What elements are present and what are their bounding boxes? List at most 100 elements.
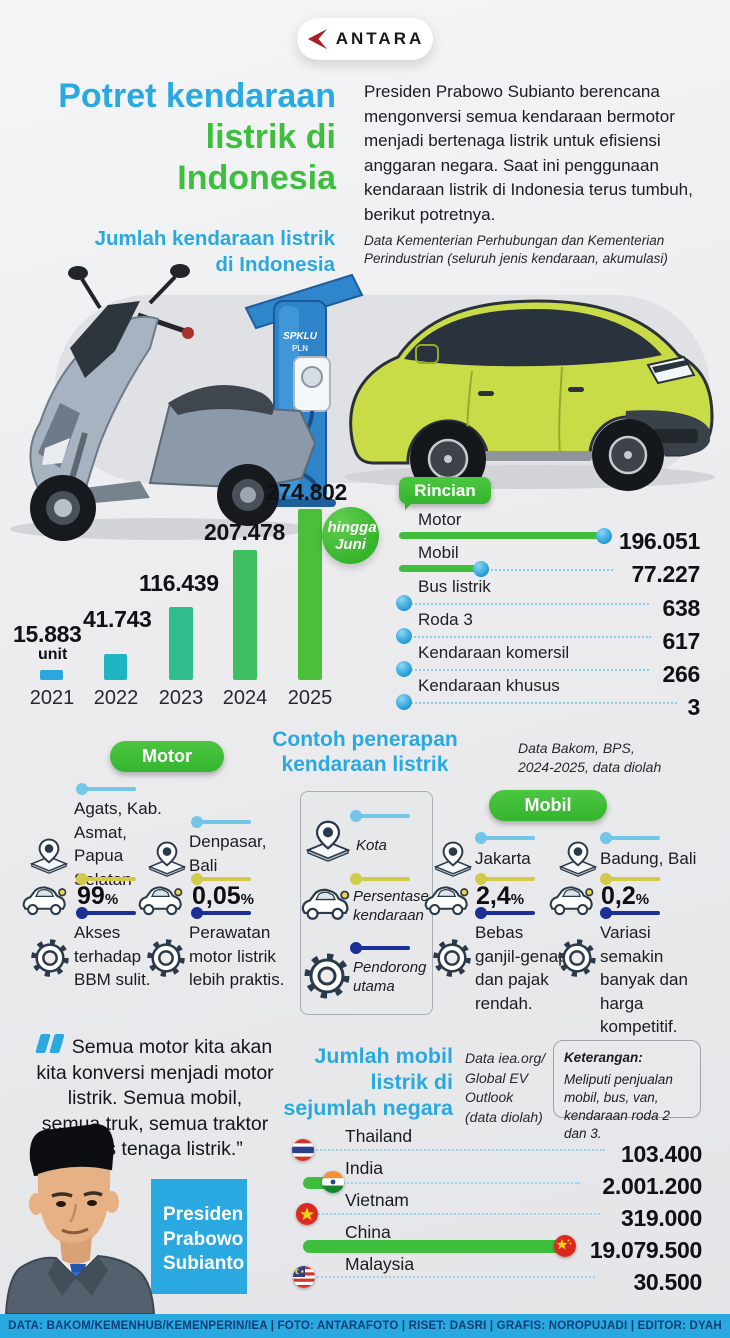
case-city-line	[600, 832, 660, 844]
mobil-pill: Mobil	[489, 790, 607, 821]
leader-line	[399, 569, 613, 571]
country-label: China	[345, 1222, 391, 1242]
value-bar	[399, 532, 604, 539]
rincian-row-komersil: Kendaraan komersil 266	[396, 638, 700, 687]
bar-2025	[298, 509, 322, 680]
country-label: Thailand	[345, 1126, 413, 1146]
credits-bar: DATA: BAKOM/KEMENHUB/KEMENPERIN/IEA | FO…	[0, 1314, 730, 1338]
china-flag-icon	[554, 1235, 576, 1257]
case-percent-line	[76, 873, 136, 885]
rincian-value: 77.227	[631, 561, 700, 587]
case-driver-line	[76, 907, 136, 919]
rincian-label: Mobil	[418, 543, 459, 562]
marker-dot	[396, 595, 412, 611]
legend-pendorong-label: Pendorong utama	[353, 959, 427, 995]
rincian-row-khusus: Kendaraan khusus 3	[396, 671, 700, 720]
rincian-label: Kendaraan khusus	[418, 676, 560, 695]
credits-text: DATA: BAKOM/KEMENHUB/KEMENPERIN/IEA | FO…	[8, 1320, 722, 1332]
rincian-row-mobil: Mobil 77.227	[399, 538, 700, 587]
electric-scooter-illustration	[29, 264, 317, 541]
examples-source-note: Data Bakom, BPS, 2024-2025, data diolah	[518, 740, 662, 775]
rincian-pill: Rincian	[399, 477, 491, 510]
case-city-line	[475, 832, 535, 844]
case-driver: Variasi semakin banyak dan harga kompeti…	[600, 923, 688, 1036]
leader-line	[305, 1149, 605, 1151]
case-city: Denpasar, Bali	[189, 832, 267, 875]
case-percent-line	[475, 873, 535, 885]
bar-value-2024: 207.478	[204, 519, 286, 545]
gear-icon	[304, 953, 350, 999]
case-driver-line	[600, 907, 660, 919]
marker-dot	[396, 661, 412, 677]
leader-line	[399, 669, 649, 671]
rincian-row-motor: Motor 196.051	[399, 505, 700, 554]
map-pin-icon	[306, 820, 350, 862]
legend-persentase-label: Persentase kendaraan	[353, 888, 429, 924]
country-value: 30.500	[633, 1269, 702, 1295]
map-pin-icon	[148, 841, 186, 877]
gear-icon	[433, 939, 471, 977]
case-city-line	[76, 783, 136, 795]
country-label: India	[345, 1158, 383, 1178]
case-city: Badung, Bali	[600, 849, 697, 868]
prabowo-portrait	[0, 1118, 160, 1314]
legend-persentase-line	[350, 873, 410, 885]
quote-icon	[35, 1034, 66, 1061]
keterangan-box: Keterangan: Meliputi penjualan mobil, bu…	[553, 1040, 701, 1141]
station-label-spklu: SPKLU	[283, 331, 318, 342]
bar-value-2021: 15.883	[13, 621, 82, 647]
case-driver-line	[191, 907, 251, 919]
malaysia-flag-icon	[293, 1266, 315, 1288]
case-percent: 0,05%	[192, 882, 255, 910]
station-label-pln: PLN	[292, 344, 308, 353]
year-label-2024: 2024	[222, 687, 268, 709]
bar-value-2023: 116.439	[139, 570, 219, 596]
china-bar	[303, 1240, 565, 1253]
map-pin-icon	[434, 841, 472, 877]
countries-heading: Jumlah mobil listrik di sejumlah negara	[283, 1044, 453, 1120]
rincian-value: 266	[662, 661, 701, 687]
leader-line	[305, 1213, 600, 1215]
country-label: Vietnam	[345, 1190, 409, 1210]
gear-icon	[31, 939, 69, 977]
leader-line	[399, 636, 651, 638]
country-value: 103.400	[620, 1141, 702, 1167]
vehicles-icon	[424, 886, 469, 916]
country-value: 2.001.200	[602, 1173, 702, 1199]
antara-logo-text: ANTARA	[335, 29, 425, 48]
hingga-juni-badge: hingga Juni	[322, 507, 379, 564]
india-flag-icon	[322, 1171, 344, 1193]
quote-attribution: Presiden Prabowo Subianto	[151, 1179, 247, 1294]
vehicles-icon	[138, 886, 183, 916]
page-title-line2: listrik di	[205, 118, 336, 156]
vietnam-flag-icon	[296, 1203, 318, 1225]
country-label: Malaysia	[345, 1254, 415, 1274]
case-percent: 2,4%	[476, 882, 525, 910]
vehicles-icon	[22, 886, 67, 916]
bar-value-2022: 41.743	[83, 606, 152, 632]
case-city: Jakarta	[475, 849, 531, 868]
fleet-chart-heading: Jumlah kendaraan listrik di Indonesia	[94, 227, 335, 276]
leader-line	[340, 1182, 580, 1184]
bar-2021	[40, 670, 63, 680]
leader-line	[399, 702, 677, 704]
country-value: 19.079.500	[589, 1237, 702, 1263]
unit-label: unit	[38, 646, 68, 663]
value-bar	[399, 565, 481, 572]
rincian-label: Roda 3	[418, 610, 473, 629]
case-percent: 99%	[77, 882, 119, 910]
legend-kota-label: Kota	[356, 837, 387, 854]
marker-dot	[396, 694, 412, 710]
intro-paragraph: Presiden Prabowo Subianto berencana meng…	[364, 82, 693, 224]
keterangan-title: Keterangan:	[564, 1050, 643, 1065]
country-value: 319.000	[620, 1205, 702, 1231]
map-pin-icon	[30, 838, 68, 874]
case-city-line	[191, 816, 251, 828]
quote-text: Semua motor kita akan kita konversi menj…	[35, 1034, 274, 1160]
rincian-value: 196.051	[618, 528, 700, 554]
rincian-value: 638	[662, 595, 701, 621]
marker-dot	[396, 628, 412, 644]
rincian-label: Kendaraan komersil	[418, 643, 570, 662]
case-percent-line	[600, 873, 660, 885]
